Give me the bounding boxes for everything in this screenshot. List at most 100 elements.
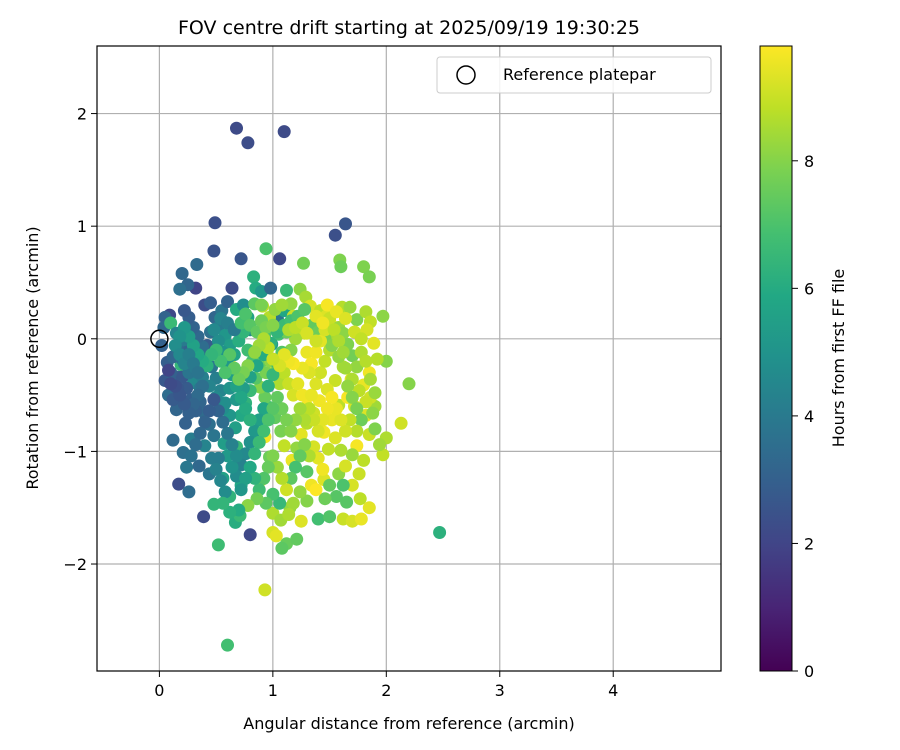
scatter-point: [258, 390, 272, 404]
scatter-point: [300, 345, 314, 359]
scatter-point: [336, 478, 350, 492]
scatter-point: [175, 267, 189, 280]
scatter-point: [328, 228, 342, 242]
scatter-point: [239, 307, 253, 321]
chart-title: FOV centre drift starting at 2025/09/19 …: [178, 17, 640, 39]
scatter-point: [255, 298, 268, 312]
grid-lines: [97, 46, 721, 671]
colorbar: 0 2 4 6 8 Hours from first FF file: [759, 45, 848, 681]
scatter-point: [248, 447, 262, 461]
colorbar-tick-label: 0: [804, 662, 814, 681]
scatter-point: [336, 345, 350, 359]
scatter-point: [367, 336, 381, 350]
scatter-point: [327, 323, 341, 337]
legend-label: Reference platepar: [503, 65, 656, 84]
scatter-point: [252, 435, 266, 449]
scatter-point: [221, 295, 234, 309]
scatter-point: [286, 496, 300, 510]
scatter-point: [243, 413, 257, 427]
scatter-point: [277, 348, 291, 362]
scatter-point: [318, 492, 332, 506]
y-tick-label: −1: [63, 442, 87, 461]
scatter-point: [250, 492, 264, 506]
scatter-point: [221, 638, 234, 652]
scatter-point: [340, 495, 354, 509]
scatter-point: [269, 529, 283, 543]
scatter-point: [234, 390, 248, 404]
scatter-point: [316, 462, 330, 476]
scatter-point: [225, 281, 239, 295]
scatter-point: [234, 483, 248, 497]
scatter-point: [293, 485, 307, 499]
scatter-point: [359, 395, 373, 409]
scatter-point: [298, 303, 312, 316]
x-axis-ticks: 0 1 2 3 4: [154, 671, 618, 700]
scatter-point: [289, 460, 302, 474]
scatter-point: [266, 368, 280, 382]
scatter-point: [316, 316, 330, 330]
scatter-point: [345, 390, 359, 404]
scatter-point: [266, 449, 280, 463]
scatter-point: [309, 483, 323, 497]
scatter-point: [370, 352, 384, 366]
scatter-point: [179, 416, 192, 430]
reference-layer: [150, 329, 169, 349]
scatter-point: [261, 460, 275, 474]
scatter-point: [230, 121, 243, 135]
scatter-point: [284, 471, 298, 485]
scatter-point: [339, 361, 352, 375]
scatter-point: [259, 242, 273, 256]
x-tick-label: 4: [608, 681, 618, 700]
scatter-point: [243, 435, 257, 449]
scatter-point: [357, 260, 371, 274]
scatter-point: [225, 460, 239, 474]
scatter-point: [289, 332, 302, 346]
scatter-point: [300, 326, 314, 340]
scatter-point: [309, 334, 323, 348]
legend: Reference platepar: [436, 56, 712, 94]
scatter-point: [316, 413, 330, 427]
scatter-point: [289, 413, 302, 427]
scatter-point: [311, 424, 325, 438]
x-tick-label: 3: [495, 681, 505, 700]
scatter-point: [209, 462, 223, 476]
scatter-point: [214, 474, 228, 488]
scatter-point: [352, 467, 366, 481]
scatter-points: [155, 121, 447, 652]
scatter-point: [294, 514, 308, 528]
scatter-point: [368, 386, 382, 400]
scatter-point: [257, 402, 271, 416]
scatter-point: [373, 438, 386, 452]
y-tick-label: −2: [63, 555, 87, 574]
colorbar-tick-label: 2: [804, 534, 814, 553]
scatter-point: [345, 478, 359, 492]
scatter-point: [273, 496, 287, 510]
scatter-point: [309, 345, 323, 359]
scatter-point: [164, 316, 178, 330]
colorbar-ticks: 0 2 4 6 8: [792, 152, 814, 681]
scatter-point: [359, 354, 373, 368]
scatter-point: [376, 448, 390, 462]
scatter-point: [314, 366, 327, 380]
scatter-point: [362, 270, 376, 284]
scatter-point: [252, 413, 266, 427]
scatter-point: [234, 252, 248, 266]
y-tick-label: 1: [77, 217, 87, 236]
scatter-point: [354, 332, 368, 346]
scatter-point: [350, 402, 364, 416]
scatter-point: [248, 471, 262, 485]
scatter-point: [205, 451, 219, 465]
scatter-point: [302, 449, 316, 463]
x-axis-label: Angular distance from reference (arcmin): [243, 714, 574, 733]
scatter-point: [298, 438, 312, 452]
scatter-point: [190, 258, 204, 271]
scatter-point: [173, 282, 187, 296]
scatter-point: [172, 477, 186, 491]
scatter-point: [248, 345, 262, 359]
y-axis-label: Rotation from reference (arcmin): [23, 226, 42, 489]
scatter-point: [275, 471, 289, 485]
scatter-point: [275, 402, 289, 416]
scatter-point: [433, 526, 447, 539]
scatter-point: [323, 510, 337, 524]
